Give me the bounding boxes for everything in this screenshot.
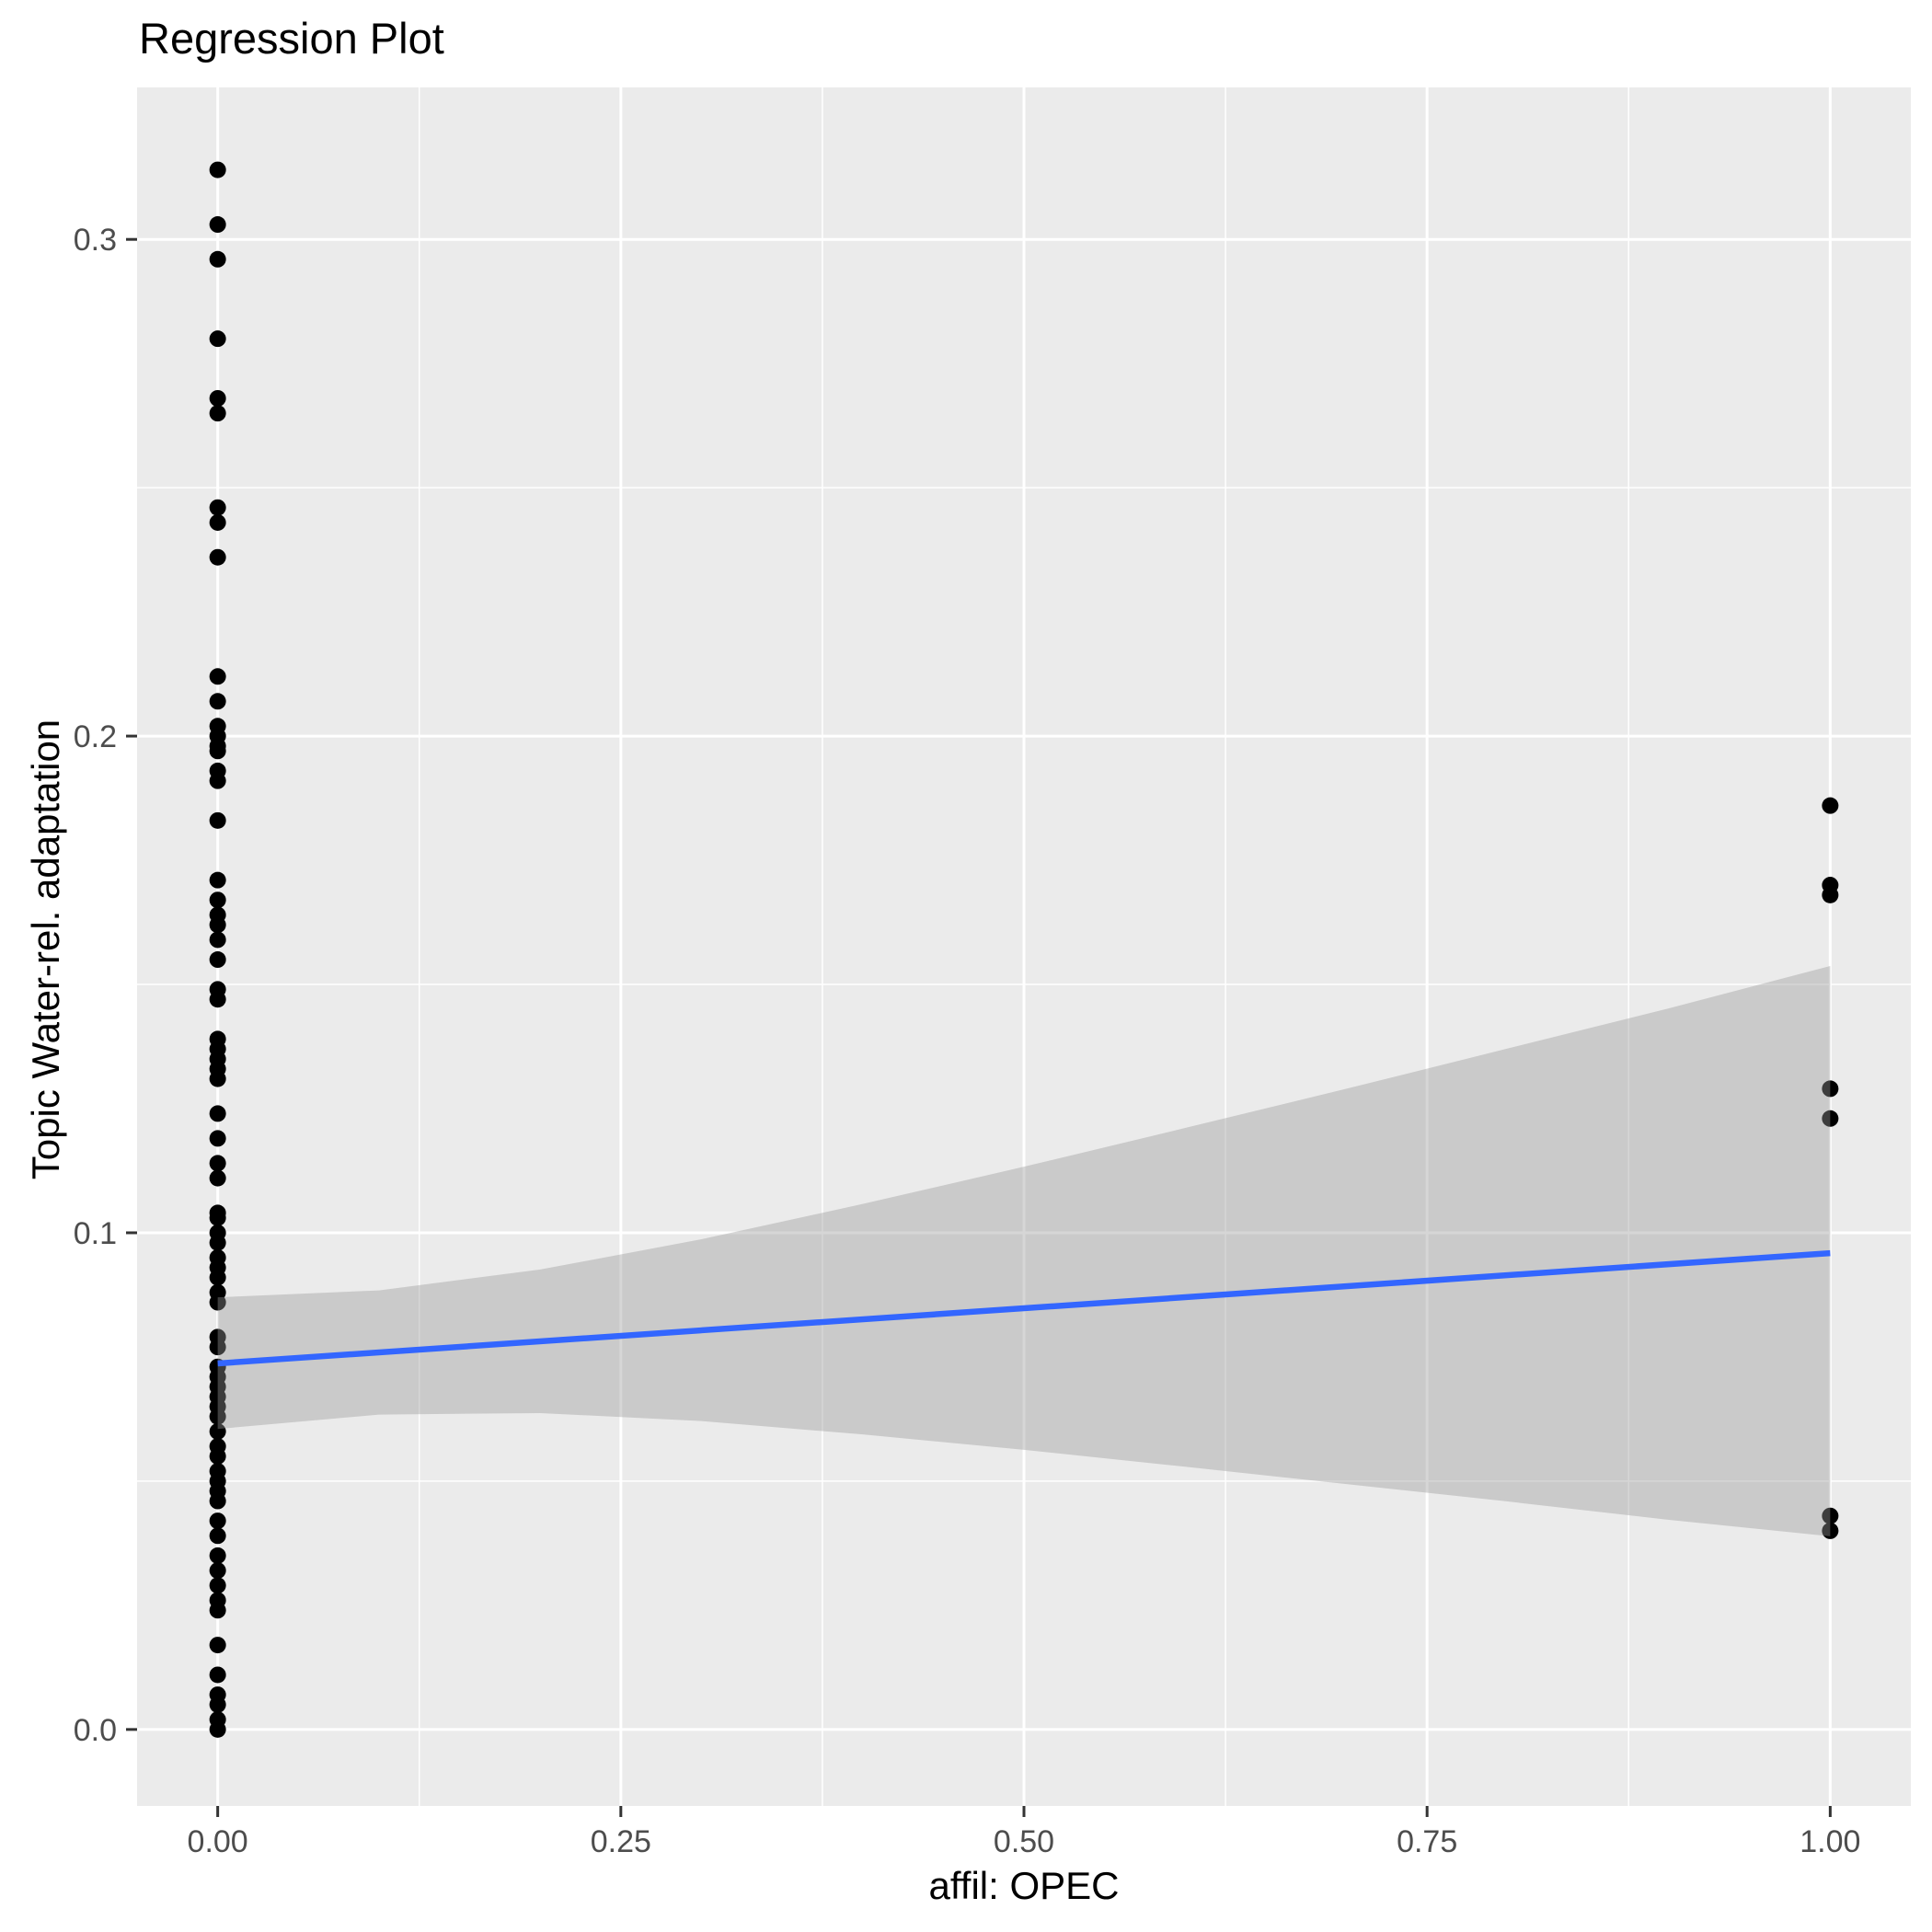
confidence-band	[217, 966, 1831, 1536]
data-point	[209, 891, 226, 909]
data-point	[209, 1602, 226, 1619]
data-point	[209, 513, 226, 531]
x-tick-label: 1.00	[1800, 1824, 1860, 1859]
data-point	[209, 1130, 226, 1147]
data-point	[1822, 1522, 1839, 1539]
data-point	[209, 1155, 226, 1172]
y-tick-label: 0.2	[74, 719, 117, 754]
data-point	[1822, 1080, 1839, 1098]
data-point	[209, 548, 226, 566]
data-point	[209, 811, 226, 829]
data-point	[209, 1422, 226, 1440]
x-axis-title: affil: OPEC	[928, 1864, 1120, 1907]
data-point	[209, 1269, 226, 1286]
data-point	[209, 161, 226, 178]
y-tick-label: 0.1	[74, 1216, 117, 1251]
data-point	[209, 668, 226, 685]
data-point	[209, 1720, 226, 1738]
plot-title: Regression Plot	[139, 14, 444, 63]
data-point	[209, 742, 226, 760]
data-point	[209, 1169, 226, 1187]
data-point	[209, 1447, 226, 1465]
x-tick-label: 0.00	[188, 1824, 248, 1859]
data-point	[209, 1637, 226, 1654]
data-point	[209, 951, 226, 969]
x-tick-label: 0.75	[1397, 1824, 1457, 1859]
data-point	[209, 1105, 226, 1122]
data-point	[209, 772, 226, 789]
y-tick-label: 0.3	[74, 223, 117, 258]
data-point	[1822, 797, 1839, 814]
x-tick-label: 0.50	[994, 1824, 1054, 1859]
data-point	[1822, 886, 1839, 903]
y-tick-label: 0.0	[74, 1713, 117, 1748]
data-point	[209, 871, 226, 889]
regression-line	[217, 1249, 1831, 1367]
data-point	[209, 216, 226, 234]
data-point	[209, 916, 226, 934]
data-point	[209, 330, 226, 348]
x-tick-label: 0.25	[591, 1824, 651, 1859]
data-point	[209, 931, 226, 949]
data-point	[209, 1547, 226, 1564]
data-point	[209, 1577, 226, 1594]
data-point	[209, 693, 226, 710]
data-point	[209, 1070, 226, 1087]
data-point	[209, 389, 226, 407]
data-point	[1822, 1110, 1839, 1127]
data-point	[209, 1234, 226, 1251]
data-point	[209, 1666, 226, 1684]
data-point	[209, 405, 226, 422]
data-point	[209, 250, 226, 268]
data-point	[209, 1294, 226, 1311]
data-point	[209, 1696, 226, 1713]
data-point	[209, 1512, 226, 1530]
data-point	[209, 1562, 226, 1580]
data-point	[209, 1492, 226, 1510]
data-point	[209, 991, 226, 1008]
data-point	[209, 1339, 226, 1356]
y-axis-title: Topic Water-rel. adaptation	[24, 719, 67, 1180]
data-point	[1822, 1507, 1839, 1524]
data-point	[209, 1209, 226, 1226]
data-point	[209, 1408, 226, 1425]
data-point	[209, 1527, 226, 1545]
data-point	[209, 499, 226, 516]
